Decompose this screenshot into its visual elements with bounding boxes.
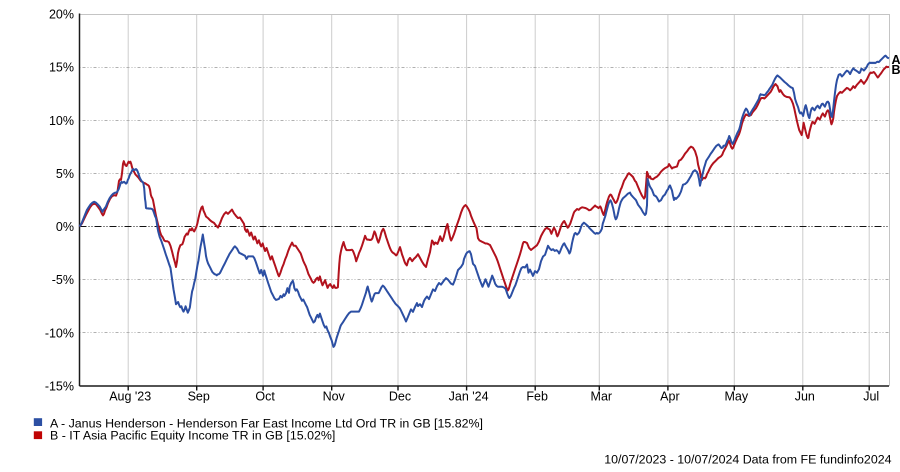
svg-text:B - IT Asia Pacific Equity Inc: B - IT Asia Pacific Equity Income TR in …: [50, 428, 335, 442]
svg-text:Jan '24: Jan '24: [449, 390, 489, 404]
svg-text:-10%: -10%: [45, 326, 74, 340]
svg-text:10/07/2023 - 10/07/2024 Data f: 10/07/2023 - 10/07/2024 Data from FE fun…: [604, 452, 891, 466]
svg-text:Aug '23: Aug '23: [109, 390, 151, 404]
svg-text:Dec: Dec: [389, 390, 411, 404]
svg-text:Oct: Oct: [255, 390, 275, 404]
svg-text:Apr: Apr: [660, 390, 679, 404]
svg-text:20%: 20%: [49, 8, 74, 22]
svg-text:Nov: Nov: [323, 390, 346, 404]
svg-text:Jun: Jun: [795, 390, 815, 404]
svg-text:-5%: -5%: [52, 273, 74, 287]
svg-text:0%: 0%: [56, 220, 74, 234]
svg-text:Sep: Sep: [188, 390, 210, 404]
svg-text:-15%: -15%: [45, 380, 74, 394]
svg-text:B: B: [892, 63, 900, 77]
svg-text:May: May: [724, 390, 748, 404]
svg-text:Jul: Jul: [863, 390, 879, 404]
svg-text:15%: 15%: [49, 61, 74, 75]
svg-text:5%: 5%: [56, 167, 74, 181]
svg-text:10%: 10%: [49, 114, 74, 128]
svg-text:Mar: Mar: [591, 390, 613, 404]
svg-text:Feb: Feb: [526, 390, 548, 404]
